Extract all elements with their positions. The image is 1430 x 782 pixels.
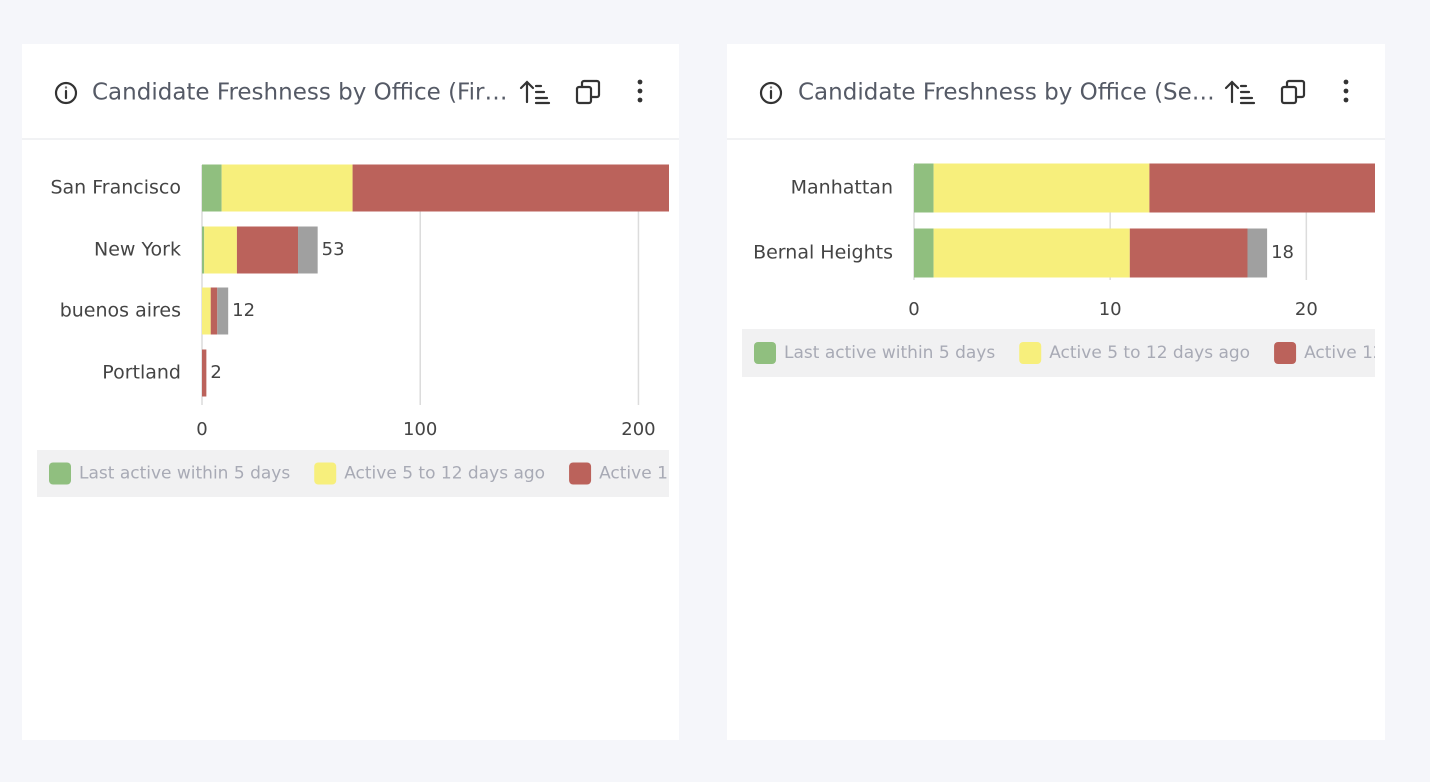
- legend-swatch: [1019, 342, 1042, 364]
- card: [22, 44, 679, 740]
- legend-swatch: [49, 462, 71, 485]
- x-tick-label: 10: [1099, 299, 1122, 320]
- bar-segment: [914, 163, 934, 213]
- bar-segment: [1149, 163, 1375, 213]
- card: [727, 44, 1385, 740]
- info-icon[interactable]: [759, 81, 783, 105]
- bar-segment: [298, 226, 318, 274]
- more-icon[interactable]: [637, 79, 643, 103]
- bar-segment: [202, 287, 211, 335]
- legend-swatch: [314, 462, 337, 485]
- legend-label: Active 12 to: [599, 464, 701, 484]
- legend-label: Active 5 to 12 days ago: [344, 464, 545, 484]
- info-icon[interactable]: [54, 81, 78, 105]
- bar-segment: [221, 164, 353, 212]
- legend-swatch: [569, 462, 592, 485]
- x-tick-label: 0: [196, 419, 207, 440]
- bar-segment: [933, 228, 1130, 278]
- sort-icon[interactable]: [1224, 80, 1256, 105]
- total-label: 53: [322, 239, 345, 260]
- bar-segment: [202, 164, 222, 212]
- category-label: San Francisco: [50, 177, 181, 199]
- x-tick-label: 200: [621, 419, 655, 440]
- legend-background: [742, 329, 1375, 377]
- category-label: Portland: [102, 362, 181, 384]
- legend-swatch: [1274, 342, 1297, 364]
- legend-label: Last active within 5 days: [784, 343, 995, 363]
- bar-segment: [202, 349, 207, 397]
- total-label: 12: [232, 300, 255, 321]
- plot: 18: [913, 163, 1375, 280]
- legend-swatch: [754, 342, 776, 364]
- card-title: Candidate Freshness by Office (Se…: [798, 80, 1215, 106]
- bar-segment: [1247, 228, 1268, 278]
- legend-background: [37, 450, 669, 497]
- bar-segment: [933, 163, 1150, 213]
- bar-segment: [204, 226, 237, 274]
- plot: 53 12 2: [201, 164, 669, 405]
- bar-segment: [352, 164, 669, 212]
- category-label: buenos aires: [60, 300, 181, 322]
- bar-segment: [202, 226, 205, 274]
- bar-segment: [236, 226, 299, 274]
- bar-segment: [1129, 228, 1248, 278]
- sort-icon[interactable]: [519, 80, 551, 105]
- copy-icon[interactable]: [575, 79, 601, 105]
- x-tick-label: 0: [908, 299, 919, 320]
- copy-icon[interactable]: [1280, 79, 1306, 105]
- bar-segment: [210, 287, 218, 335]
- total-label: 18: [1271, 242, 1294, 263]
- bar-segment: [217, 287, 229, 335]
- legend: Last active within 5 days Active 5 to 12 …: [742, 329, 1406, 377]
- total-label: 2: [210, 362, 221, 383]
- legend-label: Active 5 to 12 days ago: [1049, 343, 1250, 363]
- legend-label: Active 12 to: [1304, 343, 1406, 363]
- card-background: [22, 44, 679, 740]
- bar-segment: [914, 228, 934, 278]
- legend: Last active within 5 days Active 5 to 12 …: [37, 450, 701, 497]
- card-title: Candidate Freshness by Office (Fir…: [92, 80, 507, 106]
- category-label: Bernal Heights: [753, 242, 893, 264]
- x-tick-label: 20: [1295, 299, 1318, 320]
- more-icon[interactable]: [1343, 79, 1349, 103]
- legend-label: Last active within 5 days: [79, 464, 290, 484]
- card-background: [727, 44, 1385, 740]
- category-label: Manhattan: [791, 177, 893, 199]
- x-tick-label: 100: [403, 419, 437, 440]
- category-label: New York: [94, 239, 181, 261]
